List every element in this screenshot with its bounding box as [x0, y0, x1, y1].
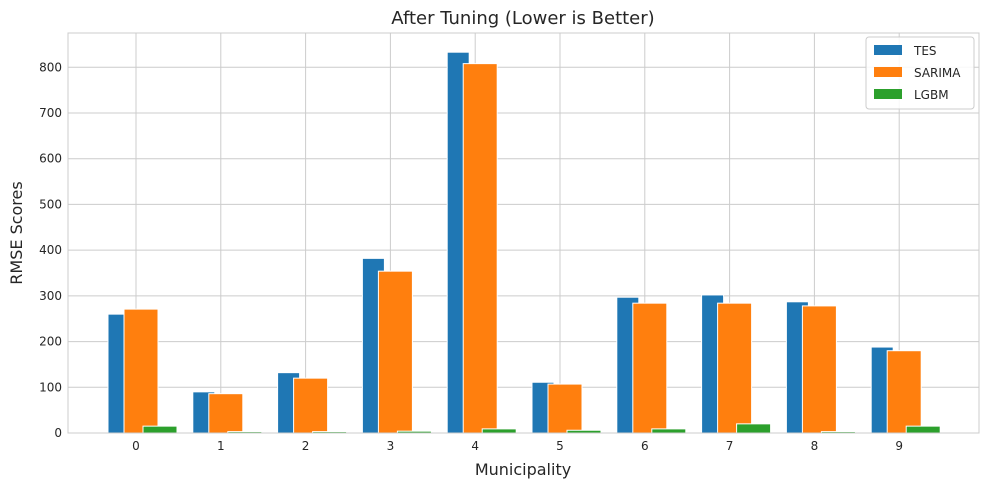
bar-sarima-1: [208, 393, 244, 434]
y-tick-label: 0: [54, 426, 62, 440]
legend-swatch-sarima: [874, 67, 902, 77]
x-tick-labels: 0 1 2 3 4 5 6 7 8 9: [132, 439, 903, 453]
x-tick-label: 3: [387, 439, 395, 453]
x-axis-title: Municipality: [475, 460, 571, 479]
x-tick-label: 9: [895, 439, 903, 453]
x-tick-label: 1: [217, 439, 225, 453]
y-tick-label: 600: [39, 152, 62, 166]
legend-label-lgbm: LGBM: [914, 88, 949, 102]
bar-sarima-3: [377, 270, 413, 434]
legend: TES SARIMA LGBM: [865, 36, 975, 110]
bar-sarima-4: [462, 63, 498, 434]
bar-lgbm-4: [481, 428, 517, 434]
bar-sarima-9: [886, 350, 922, 434]
legend-swatch-tes: [874, 45, 902, 55]
bar-sarima-7: [717, 302, 753, 434]
bars: [107, 51, 941, 434]
bar-sarima-2: [293, 377, 329, 434]
y-tick-labels: 0 100 200 300 400 500 600 700 800: [39, 60, 62, 440]
y-tick-label: 700: [39, 106, 62, 120]
bar-lgbm-9: [905, 425, 941, 434]
y-axis-title: RMSE Scores: [7, 181, 26, 284]
y-tick-label: 100: [39, 380, 62, 394]
x-tick-label: 2: [302, 439, 310, 453]
bar-lgbm-6: [651, 428, 687, 434]
x-tick-label: 0: [132, 439, 140, 453]
x-tick-label: 6: [641, 439, 649, 453]
bar-sarima-6: [632, 302, 668, 434]
x-tick-label: 7: [726, 439, 734, 453]
chart-title: After Tuning (Lower is Better): [391, 8, 654, 29]
grid-lines: [68, 33, 979, 434]
y-tick-label: 500: [39, 197, 62, 211]
legend-label-tes: TES: [913, 44, 937, 58]
y-tick-label: 300: [39, 289, 62, 303]
legend-swatch-lgbm: [874, 89, 902, 99]
bar-sarima-0: [123, 308, 159, 434]
y-tick-label: 800: [39, 60, 62, 74]
plot-frame: [67, 32, 980, 434]
bar-lgbm-0: [142, 425, 178, 434]
bar-sarima-5: [547, 383, 583, 434]
x-tick-label: 4: [471, 439, 479, 453]
bar-lgbm-7: [736, 423, 772, 434]
x-tick-label: 5: [556, 439, 564, 453]
y-tick-label: 200: [39, 335, 62, 349]
legend-label-sarima: SARIMA: [914, 66, 961, 80]
x-tick-label: 8: [811, 439, 819, 453]
bar-sarima-8: [801, 305, 837, 434]
y-tick-label: 400: [39, 243, 62, 257]
